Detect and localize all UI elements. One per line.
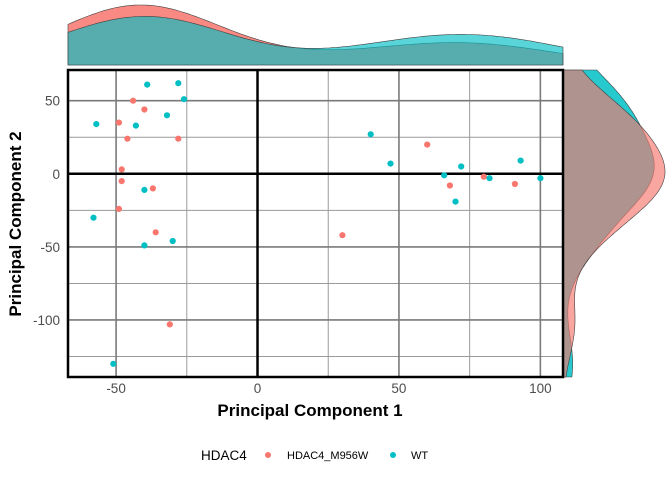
point-hdac4-m956w — [141, 106, 148, 113]
point-wt — [163, 112, 171, 119]
gridlines — [68, 70, 563, 377]
legend-swatch-hdac4-m956w — [265, 452, 271, 458]
data-points — [90, 80, 544, 367]
x-tick-label: -50 — [106, 381, 126, 396]
legend-swatch-wt — [390, 452, 396, 458]
x-axis-ticks: -50 0 50 100 — [106, 381, 551, 396]
y-tick-label: 0 — [52, 167, 60, 182]
y-axis-title: Principal Component 2 — [6, 131, 25, 316]
point-hdac4-m956w — [118, 166, 125, 173]
point-wt — [93, 121, 100, 128]
legend: HDAC4 HDAC4_M956W WT — [201, 448, 428, 463]
point-wt — [169, 237, 176, 245]
point-wt — [458, 163, 465, 170]
point-hdac4-m956w — [124, 135, 131, 142]
point-wt — [90, 214, 97, 221]
point-hdac4-m956w — [424, 141, 431, 148]
point-hdac4-m956w — [118, 178, 125, 185]
point-wt — [486, 175, 493, 182]
point-hdac4-m956w — [152, 229, 159, 236]
point-wt — [517, 157, 524, 164]
zero-lines — [68, 70, 563, 377]
x-axis-title: Principal Component 1 — [217, 401, 402, 420]
point-hdac4-m956w — [175, 135, 182, 142]
y-tick-label: -100 — [33, 313, 60, 328]
x-tick-label: 0 — [254, 381, 262, 396]
point-wt — [441, 172, 448, 179]
legend-label-wt: WT — [411, 450, 428, 462]
point-wt — [367, 131, 374, 138]
x-tick-label: 50 — [391, 381, 406, 396]
point-hdac4-m956w — [339, 232, 346, 239]
point-wt — [537, 175, 544, 182]
y-axis-ticks: 50 0 -50 -100 — [33, 94, 60, 328]
point-hdac4-m956w — [149, 185, 156, 192]
point-wt — [180, 96, 188, 103]
point-hdac4-m956w — [446, 182, 453, 189]
panel-border — [66, 68, 565, 379]
point-hdac4-m956w — [115, 205, 122, 212]
top-density-wt — [67, 16, 564, 66]
point-hdac4-m956w — [480, 173, 487, 180]
point-hdac4-m956w — [115, 119, 122, 126]
y-tick-label: 50 — [45, 94, 60, 109]
x-tick-label: 100 — [529, 381, 552, 396]
legend-title: HDAC4 — [201, 448, 247, 463]
legend-label-hdac4-m956w: HDAC4_M956W — [287, 450, 369, 462]
point-wt — [387, 160, 394, 167]
point-wt — [144, 81, 151, 88]
point-hdac4-m956w — [130, 97, 137, 104]
point-wt — [175, 80, 182, 87]
point-wt — [132, 122, 139, 129]
point-wt — [141, 242, 148, 249]
point-wt — [110, 360, 117, 367]
y-tick-label: -50 — [40, 240, 60, 255]
point-wt — [141, 186, 148, 193]
point-wt — [452, 198, 459, 205]
right-density-hdac4-m956w — [562, 69, 666, 378]
point-hdac4-m956w — [166, 321, 173, 328]
point-hdac4-m956w — [511, 180, 518, 188]
